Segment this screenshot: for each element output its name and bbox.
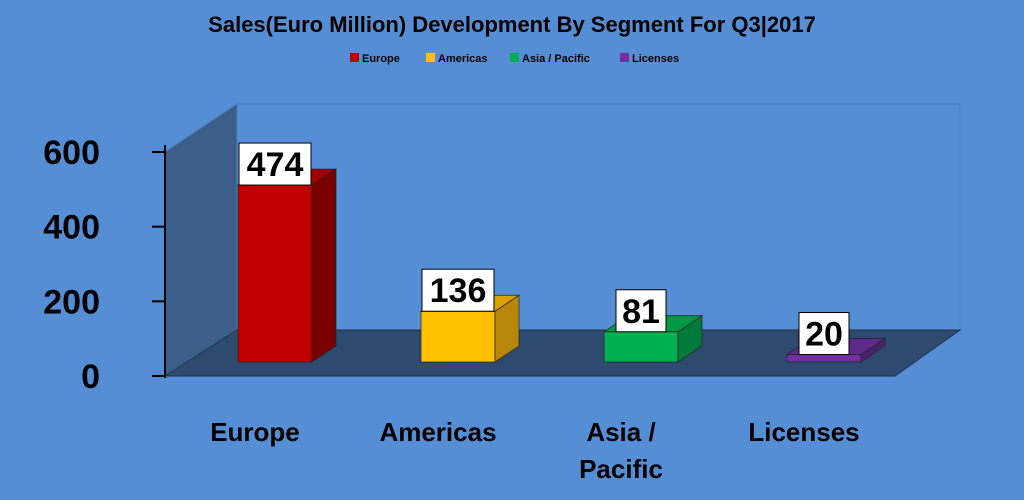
bar-side bbox=[311, 168, 337, 363]
side-wall bbox=[165, 104, 237, 376]
data-label-box bbox=[798, 312, 850, 356]
legend-label: Asia / Pacific bbox=[522, 53, 590, 65]
bar bbox=[603, 331, 679, 363]
data-label-box bbox=[615, 289, 667, 333]
x-tick-label: Americas bbox=[379, 417, 496, 447]
data-label: 81 bbox=[622, 293, 660, 331]
data-label: 474 bbox=[247, 146, 304, 184]
x-tick-label-line: Pacific bbox=[579, 454, 663, 484]
y-axis: 0 200 400 600 bbox=[43, 134, 166, 396]
y-tick-label: 400 bbox=[43, 209, 100, 247]
y-tick-label: 200 bbox=[43, 283, 100, 321]
x-tick-label-line: Asia / bbox=[586, 417, 655, 447]
data-label-box bbox=[421, 268, 495, 312]
x-tick-label-line: Licenses bbox=[748, 417, 859, 447]
bars: 474 136 81 20 bbox=[236, 142, 887, 363]
legend-label: Americas bbox=[438, 53, 488, 65]
legend: Europe Americas Asia / Pacific Licenses bbox=[350, 53, 679, 65]
chart-title: Sales(Euro Million) Development By Segme… bbox=[208, 12, 816, 37]
x-tick-label: Europe bbox=[210, 417, 300, 447]
y-tick-label: 600 bbox=[43, 134, 100, 172]
bar bbox=[237, 184, 313, 363]
x-tick-label: Asia / Pacific bbox=[579, 417, 663, 484]
data-label: 136 bbox=[430, 272, 487, 310]
legend-swatch bbox=[620, 53, 629, 62]
x-axis-labels: Europe Americas Asia / Pacific Licenses bbox=[210, 417, 859, 484]
plot-walls bbox=[163, 103, 962, 377]
bar-group: 81 bbox=[602, 289, 704, 363]
legend-label: Licenses bbox=[632, 53, 679, 65]
x-tick-label-line: Americas bbox=[379, 417, 496, 447]
legend-swatch bbox=[426, 53, 435, 62]
bar-group: 474 bbox=[236, 142, 338, 363]
bar-group: 136 bbox=[419, 268, 521, 363]
data-label: 20 bbox=[805, 316, 843, 354]
legend-swatch bbox=[510, 53, 519, 62]
bar bbox=[786, 354, 862, 363]
y-tick-label: 0 bbox=[81, 358, 100, 396]
floor bbox=[163, 329, 962, 377]
bar-group: 20 bbox=[785, 312, 887, 363]
x-tick-label: Licenses bbox=[748, 417, 859, 447]
x-tick-label-line: Europe bbox=[210, 417, 300, 447]
legend-swatch bbox=[350, 53, 359, 62]
back-wall bbox=[236, 103, 961, 331]
bar bbox=[420, 310, 496, 363]
data-label-box bbox=[238, 142, 312, 186]
legend-label: Europe bbox=[362, 53, 400, 65]
